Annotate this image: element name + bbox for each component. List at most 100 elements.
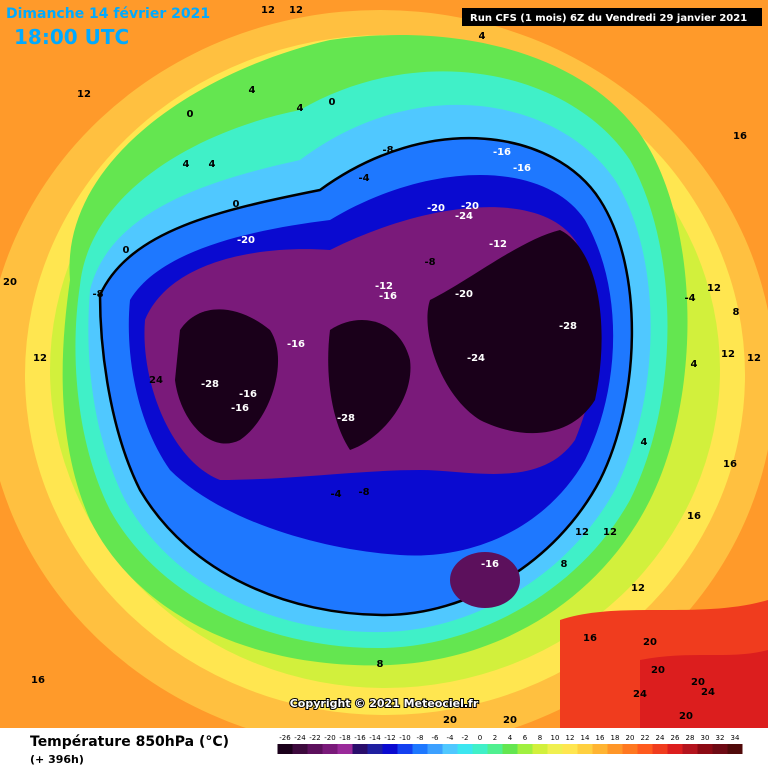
contour-label: 12 <box>747 353 761 364</box>
cold-core-center <box>328 320 411 450</box>
contour-label: 12 <box>575 527 589 538</box>
hot-zone-core <box>640 650 768 728</box>
contour-label: 20 <box>651 665 665 676</box>
contour-label: 20 <box>503 715 517 726</box>
contour-label: -12 <box>375 281 393 292</box>
colorbar-label: 32 <box>716 734 725 742</box>
colorbar-label: -20 <box>324 734 335 742</box>
colorbar-label: 34 <box>731 734 740 742</box>
colorbar-label: -10 <box>399 734 410 742</box>
colorbar-swatch <box>727 744 743 754</box>
colorbar-swatch <box>427 744 443 754</box>
colorbar-swatch <box>502 744 518 754</box>
colorbar-swatch <box>532 744 548 754</box>
colorbar-swatch <box>667 744 683 754</box>
colorbar-label: -24 <box>294 734 306 742</box>
colorbar-label: 0 <box>478 734 482 742</box>
cold-pool-south <box>450 552 520 608</box>
contour-label: 8 <box>561 559 568 570</box>
contour-label: 4 <box>641 437 648 448</box>
colorbar-swatch <box>607 744 623 754</box>
contour-label: 4 <box>691 359 698 370</box>
colorbar-swatch <box>337 744 353 754</box>
contour-label: 20 <box>443 715 457 726</box>
colorbar-label: -6 <box>432 734 440 742</box>
colorbar-swatch <box>382 744 398 754</box>
colorbar-label: -26 <box>279 734 291 742</box>
contour-label: -12 <box>489 239 507 250</box>
colorbar-swatch <box>697 744 713 754</box>
title: Dimanche 14 février 2021 <box>6 6 210 22</box>
colorbar-swatch <box>682 744 698 754</box>
contour-label: -28 <box>201 379 219 390</box>
contour-label: -24 <box>455 211 473 222</box>
cold-core-west <box>175 309 279 444</box>
lead-time: (+ 396h) <box>30 753 84 766</box>
contour-label: -4 <box>358 173 369 184</box>
contour-label: 8 <box>733 307 740 318</box>
contour-label: 4 <box>183 159 190 170</box>
contour-label: 20 <box>691 677 705 688</box>
contour-label: 16 <box>687 511 701 522</box>
contour-line <box>98 137 634 617</box>
colorbar-label: 22 <box>641 734 650 742</box>
contour-label: 20 <box>643 637 657 648</box>
contour-label: -8 <box>424 257 435 268</box>
contour-label: 0 <box>329 97 336 108</box>
contour-label: 4 <box>249 85 256 96</box>
colorbar-label: 26 <box>671 734 680 742</box>
contour-label: 24 <box>149 375 163 386</box>
colorbar-swatch <box>712 744 728 754</box>
colorbar-label: -14 <box>369 734 381 742</box>
contour-label: 24 <box>701 687 715 698</box>
contour-label: -8 <box>382 145 393 156</box>
contour-label: -16 <box>481 559 499 570</box>
contour-label: 24 <box>633 689 647 700</box>
colorbar-label: 18 <box>611 734 620 742</box>
contour-label: 12 <box>289 5 303 16</box>
contour-label: -16 <box>239 389 257 400</box>
colorbar-label: 30 <box>701 734 710 742</box>
colorbar-label: 2 <box>493 734 497 742</box>
contour-label: 12 <box>261 5 275 16</box>
contour-label: -20 <box>455 289 473 300</box>
colorbar-label: -8 <box>417 734 424 742</box>
colorbar-swatch <box>652 744 668 754</box>
colorbar-label: 16 <box>596 734 605 742</box>
colorbar-swatch <box>622 744 638 754</box>
contour-label: -20 <box>427 203 445 214</box>
contour-label: -8 <box>92 289 103 300</box>
colorbar-label: 20 <box>626 734 635 742</box>
contour-label: 20 <box>3 277 17 288</box>
contour-label: 8 <box>377 659 384 670</box>
colorbar-label: 10 <box>551 734 560 742</box>
colorbar-label: 12 <box>566 734 575 742</box>
colorbar-swatch <box>322 744 338 754</box>
colorbar-label: 8 <box>538 734 542 742</box>
contour-label: 20 <box>679 711 693 722</box>
contour-label: -16 <box>231 403 249 414</box>
contour-label: 4 <box>479 31 486 42</box>
colorbar-swatch <box>292 744 308 754</box>
colorbar-swatch <box>397 744 413 754</box>
colorbar-label: -16 <box>354 734 366 742</box>
contour-label: -28 <box>559 321 577 332</box>
colorbar-swatch <box>562 744 578 754</box>
colorbar-label: -12 <box>384 734 395 742</box>
colorbar-label: -18 <box>339 734 350 742</box>
colorbar-swatch <box>517 744 533 754</box>
contour-label: 12 <box>33 353 47 364</box>
contour-label: -4 <box>330 489 341 500</box>
contour-label: 0 <box>187 109 194 120</box>
colorbar: -26 -24 -22 -20 -18 -16 -14 -12 -10 -8 -6 -4 -2 0 2 4 6 8… <box>277 734 743 754</box>
colorbar-swatch <box>277 744 293 754</box>
contour-label: -20 <box>461 201 479 212</box>
parameter: Température 850hPa (°C) <box>30 734 229 750</box>
contour-label: 4 <box>209 159 216 170</box>
colorbar-swatch <box>487 744 503 754</box>
contour-label: -16 <box>513 163 531 174</box>
colorbar-swatch <box>577 744 593 754</box>
cold-core-east <box>427 230 602 434</box>
contour-label: -16 <box>493 147 511 158</box>
colorbar-swatch <box>547 744 563 754</box>
